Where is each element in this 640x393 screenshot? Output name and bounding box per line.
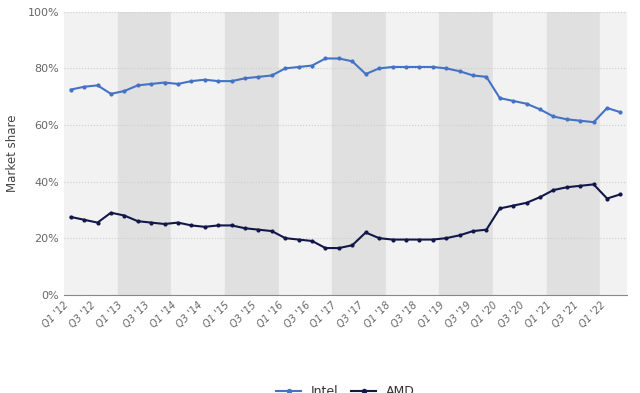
Intel bbox=[335, 56, 343, 61]
AMD bbox=[590, 182, 598, 187]
Bar bbox=[278, 12, 332, 295]
Intel bbox=[80, 84, 88, 89]
AMD bbox=[483, 227, 490, 232]
Intel bbox=[456, 69, 463, 73]
AMD bbox=[348, 243, 356, 248]
Intel bbox=[308, 63, 316, 68]
Intel bbox=[375, 66, 383, 71]
AMD bbox=[429, 237, 436, 242]
AMD bbox=[362, 230, 369, 235]
Intel bbox=[134, 83, 141, 88]
Intel bbox=[282, 66, 289, 71]
Intel bbox=[214, 79, 222, 83]
Bar bbox=[493, 12, 547, 295]
Bar bbox=[600, 12, 640, 295]
Line: AMD: AMD bbox=[68, 182, 623, 250]
AMD bbox=[617, 192, 625, 196]
AMD bbox=[415, 237, 423, 242]
AMD bbox=[496, 206, 504, 211]
AMD bbox=[174, 220, 182, 225]
AMD bbox=[107, 210, 115, 215]
Intel bbox=[402, 64, 410, 69]
AMD bbox=[282, 236, 289, 241]
Intel bbox=[147, 82, 155, 86]
AMD bbox=[563, 185, 571, 189]
Intel bbox=[590, 120, 598, 125]
AMD bbox=[214, 223, 222, 228]
Intel bbox=[509, 99, 517, 103]
AMD bbox=[228, 223, 236, 228]
Intel bbox=[563, 117, 571, 122]
AMD bbox=[469, 229, 477, 233]
Intel bbox=[228, 79, 236, 83]
Intel bbox=[348, 59, 356, 64]
AMD bbox=[67, 215, 74, 219]
Intel bbox=[255, 75, 262, 79]
AMD bbox=[375, 236, 383, 241]
AMD bbox=[134, 219, 141, 224]
AMD bbox=[188, 223, 195, 228]
Intel bbox=[388, 64, 396, 69]
Intel bbox=[120, 89, 128, 94]
Intel bbox=[268, 73, 276, 78]
AMD bbox=[295, 237, 303, 242]
AMD bbox=[577, 184, 584, 188]
AMD bbox=[120, 213, 128, 218]
AMD bbox=[241, 226, 249, 231]
AMD bbox=[604, 196, 611, 201]
Intel bbox=[188, 79, 195, 83]
Intel bbox=[604, 106, 611, 110]
AMD bbox=[268, 229, 276, 233]
Intel bbox=[536, 107, 544, 112]
AMD bbox=[402, 237, 410, 242]
AMD bbox=[442, 236, 450, 241]
Bar bbox=[225, 12, 278, 295]
Bar bbox=[172, 12, 225, 295]
Intel bbox=[469, 73, 477, 78]
Bar bbox=[440, 12, 493, 295]
Intel bbox=[201, 77, 209, 82]
Y-axis label: Market share: Market share bbox=[6, 114, 19, 192]
Intel bbox=[577, 118, 584, 123]
AMD bbox=[147, 220, 155, 225]
AMD bbox=[161, 222, 168, 226]
Intel bbox=[617, 110, 625, 115]
Bar bbox=[386, 12, 440, 295]
Intel bbox=[429, 64, 436, 69]
Intel bbox=[442, 66, 450, 71]
Intel bbox=[415, 64, 423, 69]
Intel bbox=[295, 64, 303, 69]
Bar bbox=[332, 12, 386, 295]
Bar bbox=[118, 12, 172, 295]
AMD bbox=[509, 203, 517, 208]
AMD bbox=[80, 217, 88, 222]
AMD bbox=[335, 246, 343, 250]
AMD bbox=[255, 227, 262, 232]
Legend: Intel, AMD: Intel, AMD bbox=[271, 380, 420, 393]
Intel bbox=[322, 56, 330, 61]
AMD bbox=[550, 188, 557, 193]
Intel bbox=[107, 92, 115, 96]
Intel bbox=[93, 83, 101, 88]
Intel bbox=[174, 82, 182, 86]
Intel bbox=[67, 87, 74, 92]
AMD bbox=[536, 195, 544, 200]
Intel bbox=[241, 76, 249, 81]
Bar bbox=[64, 12, 118, 295]
Intel bbox=[523, 101, 531, 106]
AMD bbox=[322, 246, 330, 250]
AMD bbox=[456, 233, 463, 238]
Bar bbox=[547, 12, 600, 295]
Intel bbox=[362, 72, 369, 76]
AMD bbox=[523, 200, 531, 205]
AMD bbox=[308, 239, 316, 243]
Intel bbox=[550, 114, 557, 119]
AMD bbox=[201, 224, 209, 229]
AMD bbox=[93, 220, 101, 225]
Intel bbox=[496, 96, 504, 101]
Intel bbox=[483, 75, 490, 79]
AMD bbox=[388, 237, 396, 242]
Intel bbox=[161, 80, 168, 85]
Line: Intel: Intel bbox=[68, 56, 623, 124]
